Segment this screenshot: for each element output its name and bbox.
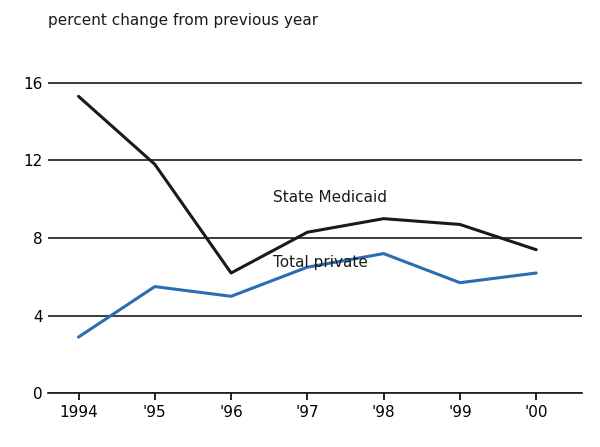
Text: State Medicaid: State Medicaid	[273, 190, 387, 205]
Text: Total private: Total private	[273, 255, 368, 270]
Text: percent change from previous year: percent change from previous year	[48, 13, 318, 29]
